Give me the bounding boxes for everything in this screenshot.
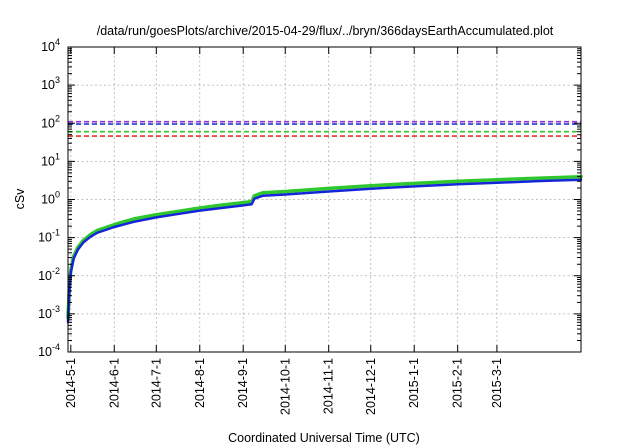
x-tick-label: 2014-7-1 [149,358,163,408]
x-tick-label: 2014-12-1 [364,358,378,415]
reference-lines [68,120,581,137]
x-tick-label: 2015-1-1 [407,358,421,408]
x-axis: 2014-5-1 2014-6-1 2014-7-1 2014-8-1 2014-9-1… [64,47,504,415]
y-tick-label: 10-4 [38,342,60,359]
x-tick-label: 2014-8-1 [193,358,207,408]
y-axis-label: cSv [13,188,27,210]
y-axis: 10-4 10-3 10-2 10-1 100 101 102 103 104 [38,37,581,359]
y-tick-label: 10-2 [38,266,60,283]
y-tick-label: 10-1 [38,228,60,245]
y-tick-label: 10-3 [38,304,60,321]
y-tick-label: 102 [41,113,60,130]
x-tick-label: 2014-6-1 [107,358,121,408]
y-tick-label: 103 [41,75,60,92]
x-tick-label: 2014-9-1 [236,358,250,408]
chart-title: /data/run/goesPlots/archive/2015-04-29/f… [97,24,554,38]
x-tick-label: 2015-3-1 [490,358,504,408]
x-tick-label: 2015-2-1 [451,358,465,408]
y-tick-label: 101 [41,151,60,168]
x-tick-label: 2014-11-1 [322,358,336,414]
gridlines [68,46,581,353]
x-axis-label: Coordinated Universal Time (UTC) [228,431,420,445]
x-tick-label: 2014-5-1 [64,358,78,408]
y-tick-label: 100 [41,190,60,207]
series-line [66,175,583,320]
x-tick-label: 2014-10-1 [278,358,292,415]
y-tick-label: 104 [41,37,60,54]
series-lines [66,175,583,324]
series-line [66,178,583,324]
